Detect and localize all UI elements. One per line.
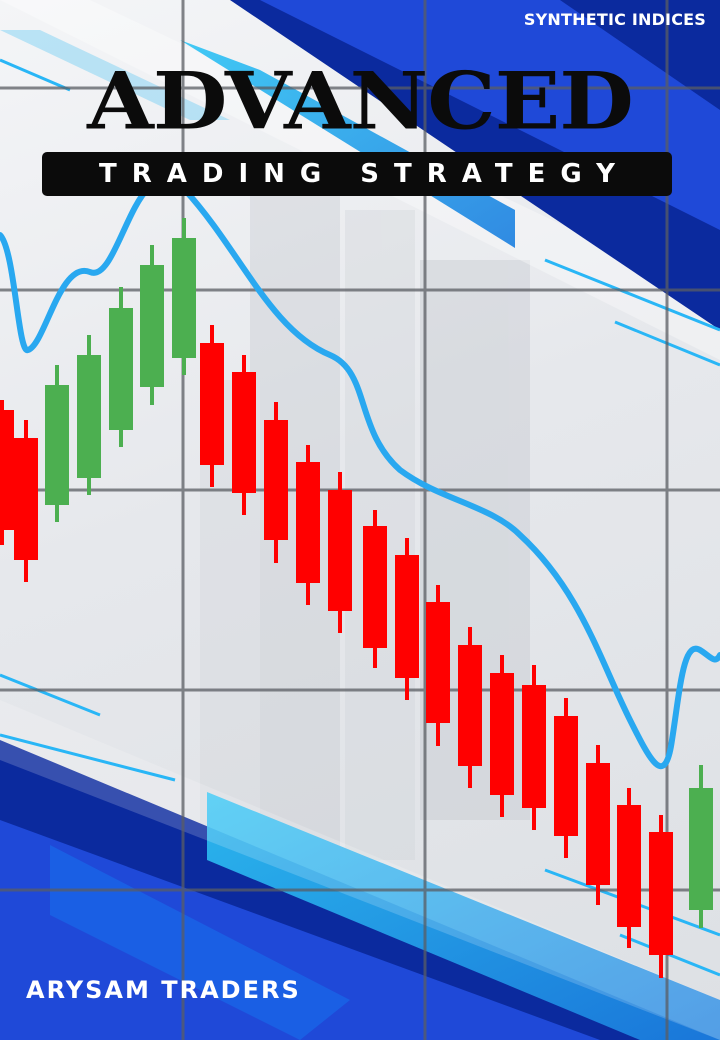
bearish-candle	[200, 325, 224, 487]
bearish-candle	[395, 538, 419, 700]
bottom-cyan-sliver	[50, 845, 350, 1040]
candle-body	[172, 238, 196, 358]
candle-body	[395, 555, 419, 678]
bearish-candle	[0, 400, 14, 545]
candle-body	[490, 673, 514, 795]
candle-body	[0, 410, 14, 530]
bullish-candle	[140, 245, 164, 405]
candle-body	[45, 385, 69, 505]
subtitle-bar: TRADING STRATEGY	[42, 152, 672, 196]
top-cyan-sliver	[0, 30, 230, 120]
bearish-candle	[14, 420, 38, 582]
candle-body	[109, 308, 133, 430]
bullish-candle	[109, 287, 133, 447]
bearish-candle	[232, 355, 256, 515]
candle-body	[522, 685, 546, 808]
bullish-candle	[77, 335, 101, 495]
bottom-royal-panel	[0, 820, 600, 1040]
bearish-candle	[426, 585, 450, 746]
candle-body	[264, 420, 288, 540]
candle-body	[554, 716, 578, 836]
bullish-candle	[45, 365, 69, 522]
candles	[0, 218, 713, 978]
candle-body	[649, 832, 673, 955]
candle-body	[458, 645, 482, 766]
candle-body	[77, 355, 101, 478]
candle-body	[586, 763, 610, 885]
book-subtitle: TRADING STRATEGY	[99, 159, 630, 189]
bearish-candle	[363, 510, 387, 668]
candle-body	[328, 490, 352, 611]
book-title: ADVANCED	[87, 55, 634, 148]
candle-body	[232, 372, 256, 493]
author-name: ARYSAM TRADERS	[26, 976, 301, 1004]
bullish-candle	[172, 218, 196, 375]
bottom-white-streak	[0, 700, 720, 1040]
bearish-candle	[522, 665, 546, 830]
bearish-candle	[264, 402, 288, 563]
candle-body	[200, 343, 224, 465]
top-cyan-band	[180, 40, 515, 248]
bearish-candle	[328, 472, 352, 633]
candle-body	[363, 526, 387, 648]
bearish-candle	[458, 627, 482, 788]
bearish-candle	[649, 815, 673, 978]
bearish-candle	[490, 655, 514, 817]
bullish-candle	[689, 765, 713, 928]
candle-body	[689, 788, 713, 910]
candle-body	[426, 602, 450, 723]
candle-body	[140, 265, 164, 387]
bearish-candle	[617, 788, 641, 948]
candle-body	[14, 438, 38, 560]
moving-average-line	[0, 176, 720, 769]
category-tag: SYNTHETIC INDICES	[523, 10, 706, 29]
bearish-candle	[586, 745, 610, 905]
bearish-candle	[554, 698, 578, 858]
bottom-cyan-band	[207, 792, 720, 1040]
candle-body	[296, 462, 320, 583]
candle-body	[617, 805, 641, 927]
bearish-candle	[296, 445, 320, 605]
